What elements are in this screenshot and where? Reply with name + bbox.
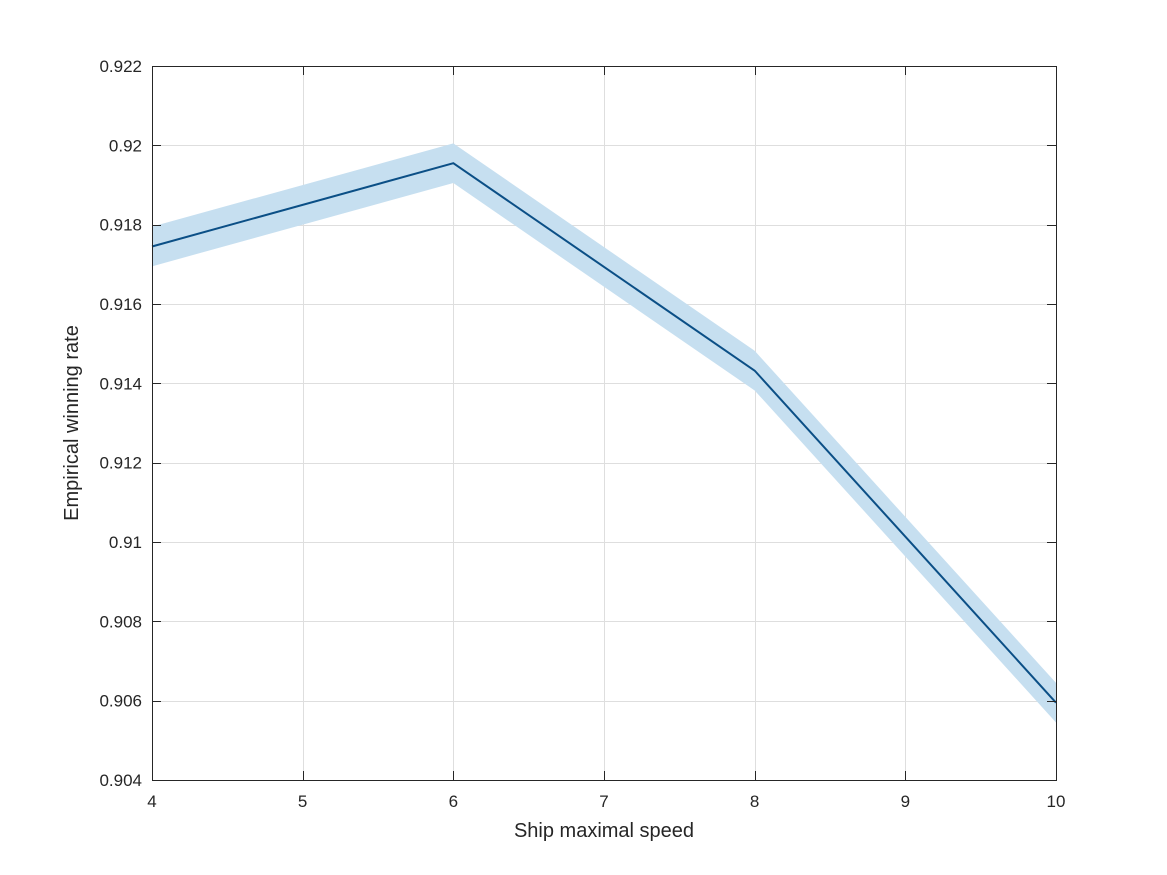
series-lines-group: [151, 162, 1057, 704]
y-tick-labels: 0.904 0.906 0.908 0.91 0.912 0.914 0.916 0.918 0…: [99, 57, 142, 790]
tick-marks: [152, 66, 1057, 781]
y-tick-label: 0.91: [109, 533, 142, 552]
x-tick-label: 9: [901, 792, 910, 811]
confidence-band: [152, 143, 1056, 723]
x-tick-label: 8: [750, 792, 759, 811]
y-tick-label: 0.92: [109, 136, 142, 155]
y-axis-label: Empirical winning rate: [61, 325, 83, 521]
x-axis-label: Ship maximal speed: [514, 820, 694, 842]
y-tick-label: 0.922: [99, 57, 142, 76]
y-tick-label: 0.918: [99, 216, 142, 235]
x-tick-label: 7: [599, 792, 608, 811]
x-tick-labels: 4 5 6 7 8 9 10: [147, 792, 1065, 811]
x-tick-label: 5: [298, 792, 307, 811]
x-tick-label: 4: [147, 792, 156, 811]
confidence-band-group: [152, 143, 1056, 723]
x-tick-label: 10: [1047, 792, 1066, 811]
y-tick-label: 0.914: [99, 374, 142, 393]
y-tick-label: 0.916: [99, 295, 142, 314]
y-tick-label: 0.908: [99, 612, 142, 631]
x-tick-label: 6: [449, 792, 458, 811]
series-line: [151, 162, 1057, 704]
y-tick-label: 0.912: [99, 454, 142, 473]
y-tick-label: 0.904: [99, 771, 142, 790]
y-tick-label: 0.906: [99, 692, 142, 711]
